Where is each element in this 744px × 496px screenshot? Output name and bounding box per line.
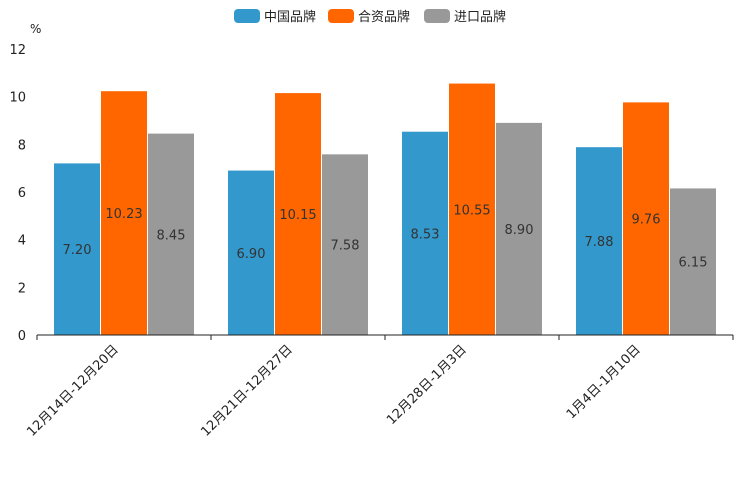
legend-label[interactable]: 中国品牌 [264,9,316,25]
bar-value-label: 6.15 [679,256,708,271]
bar-value-label: 7.88 [585,235,614,250]
bar[interactable] [275,93,321,335]
legend-swatch[interactable] [234,9,260,23]
y-tick-label: 8 [18,138,26,153]
bar-value-label: 6.90 [237,247,266,262]
x-axis: 12月14日-12月20日 12月21日-12月27日 12月28日-1月3日 1月4… [24,334,734,440]
bar[interactable] [623,102,669,336]
y-tick-label: 2 [18,281,26,296]
bar[interactable] [576,147,622,335]
y-tick-label: 12 [9,43,26,58]
bar-value-label: 10.23 [105,207,142,222]
y-tick-label: 4 [18,234,26,249]
y-axis: 0 2 4 6 8 10 12 [9,43,26,344]
bar-value-label: 8.53 [411,227,440,242]
bar[interactable] [228,170,274,335]
bar[interactable] [101,91,147,335]
data-labels: 7.20 10.23 8.45 6.90 10.15 7.58 8.53 10.55 8.90 7… [63,203,708,270]
bar[interactable] [402,131,448,335]
y-tick-label: 0 [18,329,26,344]
bar[interactable] [322,154,368,335]
x-category-label: 12月21日-12月27日 [198,342,295,439]
bar-value-label: 9.76 [632,213,661,228]
legend-swatch[interactable] [424,9,450,23]
x-category-label: 1月4日-1月10日 [564,342,644,422]
y-tick-label: 6 [18,186,26,201]
legend: 中国品牌 合资品牌 进口品牌 [234,9,506,25]
bar-value-label: 10.55 [453,203,490,218]
x-category-label: 12月28日-1月3日 [384,342,470,428]
legend-swatch[interactable] [328,9,354,23]
y-tick-label: 10 [9,91,26,106]
bar[interactable] [496,122,542,335]
bar-value-label: 7.20 [63,243,92,258]
x-category-label: 12月14日-12月20日 [24,342,121,439]
bars [54,83,716,336]
legend-label[interactable]: 进口品牌 [454,9,506,25]
y-unit-label: % [30,22,41,36]
bar[interactable] [148,133,194,335]
bar-value-label: 7.58 [331,239,360,254]
bar[interactable] [670,188,716,335]
bar-value-label: 8.90 [505,223,534,238]
bar[interactable] [449,83,495,335]
legend-label[interactable]: 合资品牌 [358,9,410,25]
bar-value-label: 8.45 [157,228,186,243]
bar[interactable] [54,163,100,335]
bar-value-label: 10.15 [279,208,316,223]
